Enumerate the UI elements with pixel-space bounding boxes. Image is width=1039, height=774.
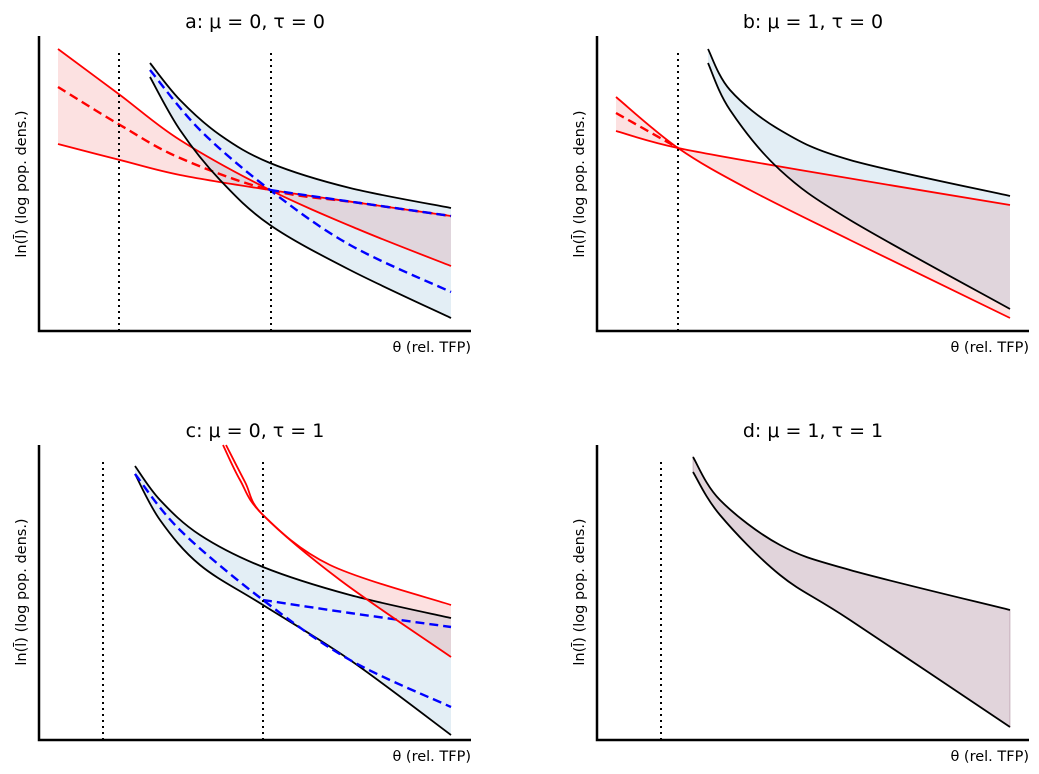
axes — [595, 36, 1029, 333]
red-curve-upper — [615, 96, 1011, 319]
x-axis-label: θ (rel. TFP) — [392, 749, 471, 765]
x-axis-label: θ (rel. TFP) — [950, 340, 1029, 356]
black-curve-upper — [149, 62, 452, 209]
blue-dashed-curve-upper — [262, 598, 452, 629]
red-band — [678, 148, 1010, 318]
y-axis-label: ln(l̄) (log pop. dens.) — [570, 110, 588, 257]
axes — [595, 445, 1029, 742]
red-curve-upper — [57, 48, 452, 267]
black-curve-lower — [134, 473, 452, 736]
x-axis-label: θ (rel. TFP) — [950, 749, 1029, 765]
blue-dashed-curve-upper — [269, 188, 452, 218]
panel-title: a: μ = 0, τ = 0 — [185, 11, 325, 33]
panel-a: a: μ = 0, τ = 0 θ (rel. TFP) ln(l̄) (log… — [12, 11, 471, 356]
red-curve-lower — [222, 444, 452, 658]
red-band — [58, 49, 451, 266]
y-axis-label: ln(l̄) (log pop. dens.) — [12, 110, 30, 257]
blue-dashed-curve-lower — [134, 473, 452, 709]
red-dashed-curve — [615, 111, 679, 150]
panel-b: b: μ = 1, τ = 0 θ (rel. TFP) ln(l̄) (log… — [570, 11, 1029, 356]
axes — [37, 445, 471, 742]
panel-title: b: μ = 1, τ = 0 — [743, 11, 883, 33]
black-curve-lower — [707, 62, 1011, 310]
panel-d: d: μ = 1, τ = 1 θ (rel. TFP) ln(l̄) (log… — [570, 420, 1029, 765]
black-curve-upper — [707, 48, 1011, 197]
overlap-band — [692, 455, 1011, 728]
panel-title: c: μ = 0, τ = 1 — [186, 420, 325, 442]
black-curve-upper — [692, 456, 1011, 611]
y-axis-label: ln(l̄) (log pop. dens.) — [570, 518, 588, 665]
blue-band — [135, 466, 451, 735]
black-curve-upper — [134, 465, 452, 619]
y-axis-label: ln(l̄) (log pop. dens.) — [12, 518, 30, 665]
blue-band — [150, 63, 451, 318]
black-curve-lower — [149, 76, 452, 319]
panel-c: c: μ = 0, τ = 1 θ (rel. TFP) ln(l̄) (log… — [12, 420, 471, 765]
black-curve-lower — [692, 471, 1011, 728]
red-curve-lower — [615, 130, 1011, 206]
x-axis-label: θ (rel. TFP) — [392, 340, 471, 356]
panel-title: d: μ = 1, τ = 1 — [743, 420, 883, 442]
axes — [37, 36, 471, 333]
